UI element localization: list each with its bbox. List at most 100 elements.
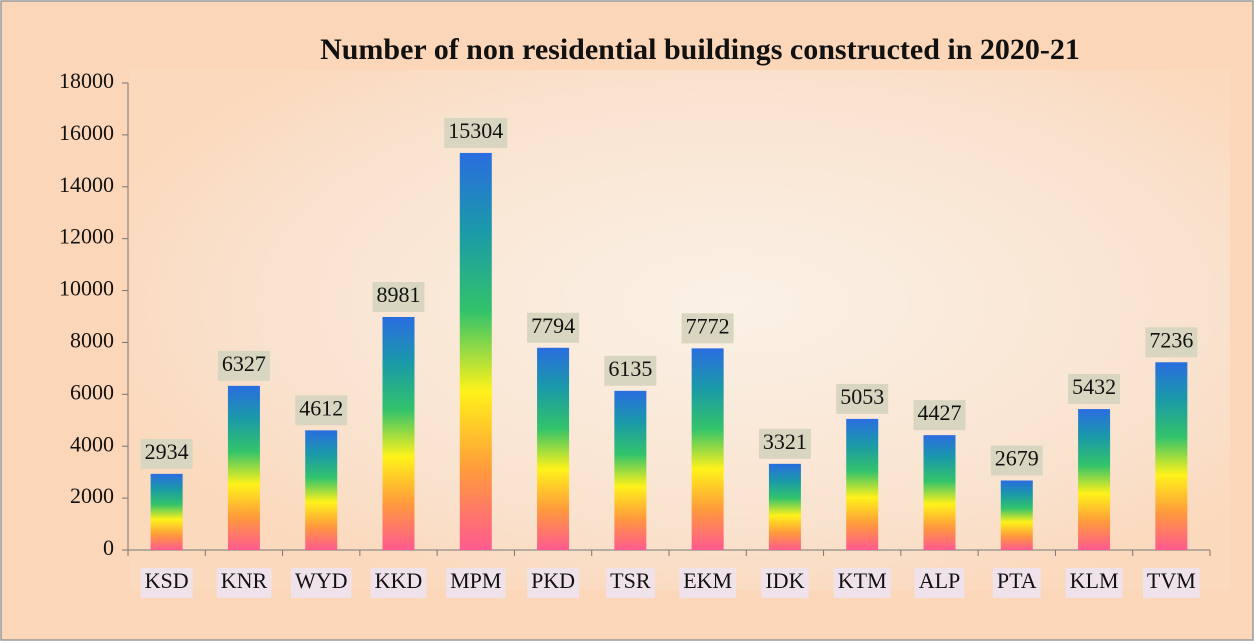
value-label-group: 2934 xyxy=(140,438,193,469)
value-label-group: 2679 xyxy=(990,445,1043,476)
x-tick-label-box xyxy=(370,568,427,598)
value-label: 8981 xyxy=(377,282,421,307)
bar xyxy=(305,430,338,550)
value-label: 6135 xyxy=(608,356,652,381)
x-tick-label-group: PTA xyxy=(992,568,1041,598)
bar xyxy=(1078,409,1111,550)
chart-title: Number of non residential buildings cons… xyxy=(320,33,1080,66)
x-tick-label-group: TSR xyxy=(606,568,655,598)
value-label: 7236 xyxy=(1149,327,1193,352)
value-label-box xyxy=(836,383,889,414)
value-label-group: 7772 xyxy=(681,313,734,344)
value-label: 4612 xyxy=(299,395,343,420)
value-label-box xyxy=(758,428,811,459)
value-label: 4427 xyxy=(918,400,962,425)
y-tick-label: 0 xyxy=(103,535,114,560)
x-tick-label-box xyxy=(1065,568,1123,598)
x-tick-label-group: PKD xyxy=(527,568,580,598)
x-tick-label-group: KSD xyxy=(140,568,193,598)
x-tick-label-group: EKM xyxy=(679,568,737,598)
value-label: 7794 xyxy=(531,313,575,338)
x-tick-label-box xyxy=(914,568,965,598)
x-tick-label: KSD xyxy=(145,568,189,593)
value-label: 5432 xyxy=(1072,374,1116,399)
value-label-box xyxy=(527,312,580,343)
value-label-group: 7236 xyxy=(1145,327,1198,358)
x-tick-label: KKD xyxy=(375,568,423,593)
value-label-box xyxy=(217,350,270,381)
x-tick-label: KTM xyxy=(838,568,887,593)
x-tick-label-group: KKD xyxy=(370,568,427,598)
x-tick-label-box xyxy=(606,568,655,598)
x-tick-label-box xyxy=(992,568,1041,598)
value-label-box xyxy=(990,445,1043,476)
plot-background xyxy=(130,70,1230,590)
y-tick-label: 4000 xyxy=(70,431,114,456)
x-tick-label-group: KNR xyxy=(216,568,272,598)
value-label-group: 4427 xyxy=(913,400,966,431)
value-label-group: 6135 xyxy=(604,355,657,386)
value-label-box xyxy=(1145,327,1198,358)
x-tick-label: PTA xyxy=(997,568,1037,593)
value-label-group: 8981 xyxy=(372,281,425,312)
x-tick-label-group: IDK xyxy=(761,568,809,598)
x-tick-label: TSR xyxy=(610,568,651,593)
value-label: 5053 xyxy=(840,384,884,409)
value-label: 3321 xyxy=(763,429,807,454)
value-label-group: 15304 xyxy=(444,117,508,148)
x-tick-label-box xyxy=(290,568,352,598)
bar xyxy=(227,385,260,550)
x-tick-label-group: MPM xyxy=(446,568,506,598)
value-label-box xyxy=(681,313,734,344)
x-tick-label-box xyxy=(446,568,506,598)
x-tick-label: ALP xyxy=(919,568,961,593)
y-tick-label: 14000 xyxy=(59,172,114,197)
value-label-group: 7794 xyxy=(527,312,580,343)
value-label-group: 6327 xyxy=(217,350,270,381)
bar xyxy=(150,473,183,550)
x-tick-label-group: WYD xyxy=(290,568,352,598)
bar xyxy=(768,463,801,550)
value-label: 6327 xyxy=(222,351,266,376)
x-tick-label: KNR xyxy=(221,568,268,593)
y-tick-label: 16000 xyxy=(59,120,114,145)
y-tick-label: 18000 xyxy=(59,68,114,93)
y-tick-label: 10000 xyxy=(59,276,114,301)
x-tick-label-box xyxy=(679,568,737,598)
bar xyxy=(459,152,492,550)
y-tick-label: 8000 xyxy=(70,327,114,352)
x-tick-label: WYD xyxy=(295,568,348,593)
x-tick-label-group: KTM xyxy=(833,568,891,598)
value-label-box xyxy=(372,281,425,312)
value-label: 7772 xyxy=(686,313,730,338)
bar xyxy=(1155,362,1188,550)
x-tick-label-box xyxy=(140,568,193,598)
value-label-box xyxy=(444,117,508,148)
bar xyxy=(691,348,724,550)
value-label: 2679 xyxy=(995,446,1039,471)
x-tick-label: MPM xyxy=(450,568,501,593)
bar xyxy=(923,435,956,550)
value-label-group: 5432 xyxy=(1068,374,1121,405)
y-tick-label: 2000 xyxy=(70,483,114,508)
bar xyxy=(382,316,415,550)
y-tick-label: 6000 xyxy=(70,379,114,404)
x-tick-label: EKM xyxy=(683,568,732,593)
value-label-group: 3321 xyxy=(758,428,811,459)
x-tick-label-box xyxy=(216,568,272,598)
x-tick-label: IDK xyxy=(765,568,804,593)
x-tick-label-box xyxy=(527,568,580,598)
value-label-box xyxy=(295,395,348,426)
value-label-box xyxy=(604,355,657,386)
y-tick-label: 12000 xyxy=(59,224,114,249)
x-tick-label: TVM xyxy=(1147,568,1196,593)
bar xyxy=(1000,480,1033,550)
x-tick-label-box xyxy=(761,568,809,598)
value-label-box xyxy=(140,438,193,469)
value-label: 15304 xyxy=(448,118,503,143)
value-label-box xyxy=(1068,374,1121,405)
bar xyxy=(537,347,570,550)
x-tick-label: KLM xyxy=(1070,568,1119,593)
bar xyxy=(846,418,879,550)
